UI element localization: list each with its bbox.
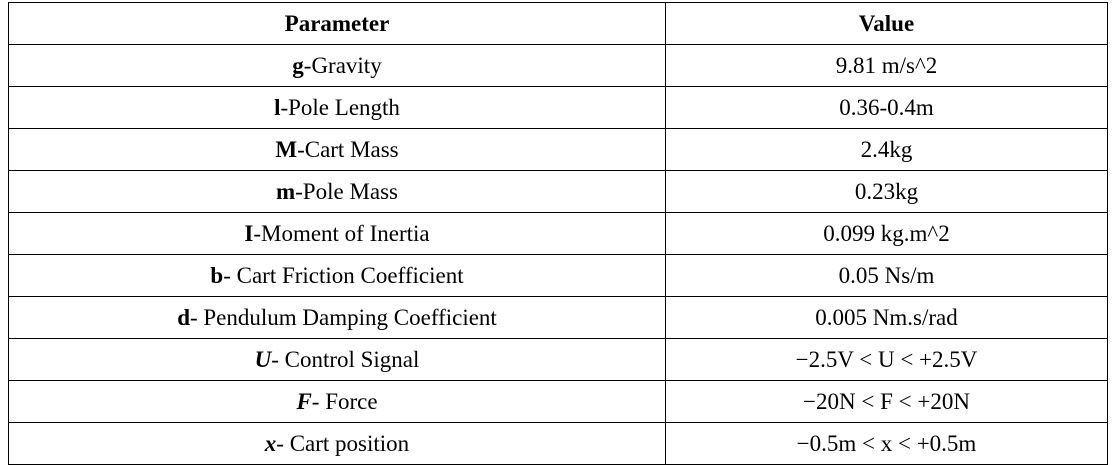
table-row: d- Pendulum Damping Coefficient 0.005 Nm…: [8, 296, 1108, 339]
value-cell: −2.5V < U < +2.5V: [665, 338, 1108, 381]
parameter-cell: I-Moment of Inertia: [8, 212, 666, 255]
table-row: l-Pole Length 0.36-0.4m: [8, 86, 1108, 129]
table-row: M-Cart Mass 2.4kg: [8, 128, 1108, 171]
parameter-description: -Pole Length: [280, 95, 400, 120]
value-cell: 0.05 Ns/m: [665, 254, 1108, 297]
table-row: m-Pole Mass 0.23kg: [8, 170, 1108, 213]
parameter-symbol: g: [292, 53, 304, 78]
parameter-symbol: I: [244, 221, 254, 246]
parameter-cell: m-Pole Mass: [8, 170, 666, 213]
parameter-symbol: m: [275, 179, 296, 204]
parameter-cell: g-Gravity: [8, 44, 666, 87]
parameter-cell: F- Force: [8, 380, 666, 423]
value-cell: −0.5m < x < +0.5m: [665, 422, 1108, 465]
table-row: b- Cart Friction Coefficient 0.05 Ns/m: [8, 254, 1108, 297]
parameter-description: -Pole Mass: [295, 179, 399, 204]
parameter-symbol: U: [254, 347, 272, 372]
parameter-description: - Cart Friction Coefficient: [223, 263, 464, 288]
parameter-symbol: M: [275, 137, 298, 162]
parameter-symbol: d: [177, 305, 190, 330]
table-row: I-Moment of Inertia 0.099 kg.m^2: [8, 212, 1108, 255]
header-value: Value: [665, 2, 1108, 45]
parameter-description: -Gravity: [303, 53, 382, 78]
value-cell: 0.23kg: [665, 170, 1108, 213]
parameter-symbol: l: [274, 95, 281, 120]
table-row: U- Control Signal −2.5V < U < +2.5V: [8, 338, 1108, 381]
value-cell: 0.36-0.4m: [665, 86, 1108, 129]
parameter-description: - Cart position: [276, 431, 410, 456]
table-row: x- Cart position −0.5m < x < +0.5m: [8, 422, 1108, 465]
parameter-description: - Pendulum Damping Coefficient: [189, 305, 497, 330]
parameter-table: Parameter Value g-Gravity 9.81 m/s^2 l-P…: [8, 2, 1108, 465]
parameter-cell: b- Cart Friction Coefficient: [8, 254, 666, 297]
parameter-cell: U- Control Signal: [8, 338, 666, 381]
parameter-symbol: b: [210, 263, 224, 288]
table-header-row: Parameter Value: [8, 2, 1108, 45]
value-cell: 9.81 m/s^2: [665, 44, 1108, 87]
parameter-cell: x- Cart position: [8, 422, 666, 465]
parameter-description: -Cart Mass: [297, 137, 399, 162]
parameter-cell: l-Pole Length: [8, 86, 666, 129]
table-row: g-Gravity 9.81 m/s^2: [8, 44, 1108, 87]
header-parameter: Parameter: [8, 2, 666, 45]
parameter-description: - Force: [311, 389, 378, 414]
parameter-description: -Moment of Inertia: [253, 221, 430, 246]
parameter-cell: d- Pendulum Damping Coefficient: [8, 296, 666, 339]
parameter-cell: M-Cart Mass: [8, 128, 666, 171]
parameter-symbol: F: [296, 389, 312, 414]
value-cell: 0.099 kg.m^2: [665, 212, 1108, 255]
table-row: F- Force −20N < F < +20N: [8, 380, 1108, 423]
value-cell: 0.005 Nm.s/rad: [665, 296, 1108, 339]
value-cell: −20N < F < +20N: [665, 380, 1108, 423]
value-cell: 2.4kg: [665, 128, 1108, 171]
parameter-symbol: x: [264, 431, 277, 456]
parameter-description: - Control Signal: [271, 347, 420, 372]
